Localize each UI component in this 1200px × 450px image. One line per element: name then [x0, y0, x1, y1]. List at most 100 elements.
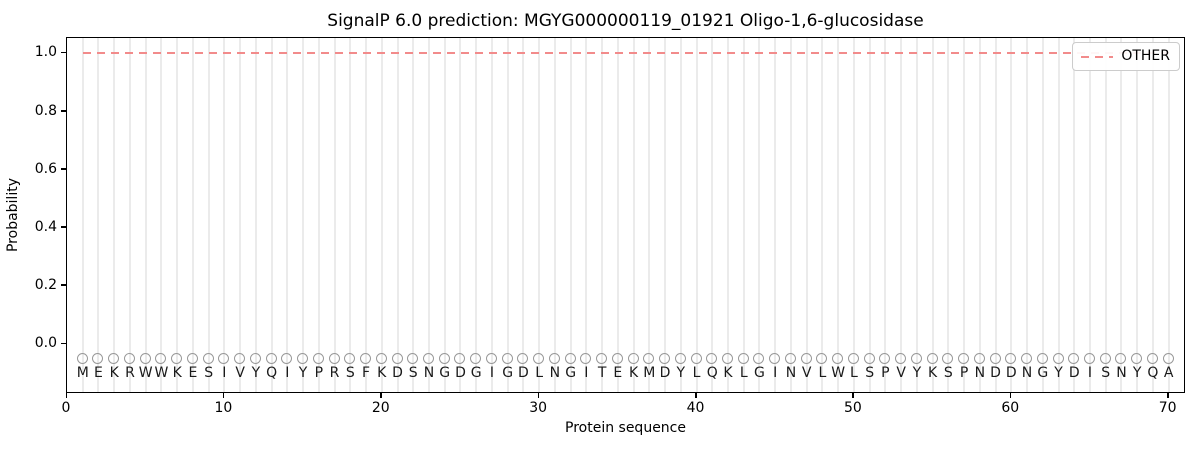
sequence-letter: L	[692, 365, 701, 382]
gridline	[884, 38, 887, 392]
sequence-letter: R	[125, 365, 135, 382]
gridline	[1010, 38, 1013, 392]
gridline	[396, 38, 399, 392]
sequence-letter: E	[613, 365, 623, 382]
sequence-letter: K	[172, 365, 182, 382]
y-tick-mark	[61, 284, 66, 286]
residue-marker	[108, 352, 120, 364]
y-tick-label: 0.0	[34, 335, 57, 351]
sequence-letter: M	[643, 365, 656, 382]
sequence-letter: S	[1101, 365, 1111, 382]
sequence-letter: Y	[298, 365, 308, 382]
sequence-letter: S	[204, 365, 214, 382]
residue-marker	[501, 352, 513, 364]
gridline	[380, 38, 383, 392]
sequence-letter: K	[928, 365, 938, 382]
y-tick-mark	[61, 168, 66, 170]
sequence-letter: W	[831, 365, 846, 382]
x-tick-label: 10	[214, 400, 233, 416]
sequence-letter: G	[470, 365, 482, 382]
gridline	[128, 38, 131, 392]
sequence-letter: L	[739, 365, 748, 382]
residue-marker	[360, 352, 372, 364]
legend: OTHER	[1072, 42, 1180, 71]
x-tick-label: 30	[529, 400, 548, 416]
gridline	[632, 38, 635, 392]
residue-marker	[926, 352, 938, 364]
residue-marker	[989, 352, 1001, 364]
residue-marker	[548, 352, 560, 364]
residue-marker	[847, 352, 859, 364]
x-tick-label: 50	[843, 400, 862, 416]
sequence-letter: N	[785, 365, 797, 382]
x-tick-label: 70	[1158, 400, 1177, 416]
sequence-letter: I	[285, 365, 290, 382]
sequence-letter: L	[850, 365, 858, 382]
gridline	[994, 38, 997, 392]
gridline	[1136, 38, 1139, 392]
gridline	[538, 38, 541, 392]
residue-marker	[202, 352, 214, 364]
gridline	[900, 38, 903, 392]
residue-marker	[281, 352, 293, 364]
x-tick-mark	[1009, 393, 1012, 398]
gridline	[1026, 38, 1029, 392]
residue-marker	[611, 352, 623, 364]
y-tick-label: 0.4	[34, 218, 57, 235]
residue-marker	[92, 352, 104, 364]
residue-marker	[218, 352, 230, 364]
sequence-letter: P	[959, 365, 969, 382]
residue-marker	[643, 352, 655, 364]
gridline	[695, 38, 698, 392]
sequence-letter: N	[1021, 365, 1033, 382]
residue-marker	[155, 352, 167, 364]
gridline	[1041, 38, 1044, 392]
gridline	[302, 38, 305, 392]
gridline	[427, 38, 430, 392]
residue-marker	[1131, 352, 1143, 364]
sequence-letter: D	[1005, 365, 1017, 382]
sequence-letter: Q	[266, 365, 278, 382]
residue-marker	[485, 352, 497, 364]
sequence-letter: L	[535, 365, 544, 382]
residue-marker	[375, 352, 387, 364]
gridline	[81, 38, 84, 392]
residue-marker	[784, 352, 796, 364]
residue-marker	[186, 352, 198, 364]
residue-marker	[879, 352, 891, 364]
residue-marker	[832, 352, 844, 364]
gridline	[207, 38, 210, 392]
residue-marker	[470, 352, 482, 364]
sequence-letter: A	[1163, 365, 1174, 382]
residue-marker	[1068, 352, 1080, 364]
x-tick-mark	[65, 393, 67, 398]
sequence-letter: P	[314, 365, 324, 382]
sequence-letter: E	[94, 365, 103, 382]
gridline	[758, 38, 761, 392]
y-tick-mark	[61, 110, 66, 112]
gridline	[931, 38, 934, 392]
gridline	[1057, 38, 1060, 392]
sequence-letter: V	[235, 365, 245, 382]
gridline	[1073, 38, 1076, 392]
gridline	[852, 38, 855, 392]
residue-marker	[1115, 352, 1127, 364]
residue-marker	[297, 352, 309, 364]
sequence-letter: K	[723, 365, 733, 382]
gridline	[254, 38, 257, 392]
x-tick-mark	[852, 393, 854, 398]
sequence-letter: S	[408, 365, 418, 382]
sequence-letter: S	[345, 365, 355, 382]
gridline	[868, 38, 871, 392]
residue-marker	[312, 352, 324, 364]
legend-label: OTHER	[1121, 48, 1170, 64]
residue-marker	[438, 352, 450, 364]
residue-marker	[171, 352, 183, 364]
gridline	[412, 38, 415, 392]
gridline	[522, 38, 525, 392]
gridline	[490, 38, 493, 392]
sequence-letter: G	[439, 365, 451, 382]
gridline	[553, 38, 556, 392]
